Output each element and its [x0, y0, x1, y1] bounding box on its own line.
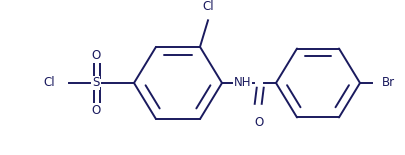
- Text: O: O: [254, 116, 263, 129]
- Text: Br: Br: [382, 76, 395, 89]
- Text: Cl: Cl: [202, 0, 214, 13]
- Text: NH: NH: [234, 76, 251, 89]
- Text: Cl: Cl: [43, 76, 55, 89]
- Text: O: O: [92, 104, 100, 117]
- Text: S: S: [92, 76, 100, 89]
- Text: O: O: [92, 49, 100, 62]
